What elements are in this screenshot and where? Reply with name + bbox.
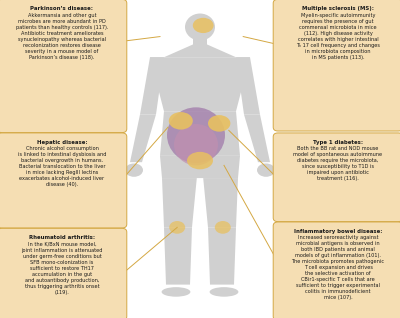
Text: Myelin-specific autoimmunity
requires the presence of gut
commensal microbiota i: Myelin-specific autoimmunity requires th… [296,13,380,60]
Text: Inflammatory bowel disease:: Inflammatory bowel disease: [294,229,382,234]
Text: In the K/BxN mouse model,
joint inflammation is attenuated
under germ-free condi: In the K/BxN mouse model, joint inflamma… [21,242,103,295]
Ellipse shape [174,124,218,165]
FancyBboxPatch shape [273,222,400,318]
Ellipse shape [162,287,190,297]
Polygon shape [150,45,250,57]
FancyBboxPatch shape [0,228,127,318]
Polygon shape [160,111,240,156]
Ellipse shape [257,163,275,177]
Polygon shape [236,57,260,114]
Ellipse shape [193,18,214,33]
Text: Rheumatoid arthritis:: Rheumatoid arthritis: [29,235,95,240]
Polygon shape [130,114,156,162]
FancyBboxPatch shape [0,0,127,133]
Circle shape [169,221,185,234]
Polygon shape [162,178,197,227]
Polygon shape [203,178,238,227]
FancyBboxPatch shape [273,0,400,131]
Circle shape [215,221,231,234]
Ellipse shape [210,287,238,297]
Ellipse shape [187,152,213,169]
Text: Increased seroreactivity against
microbial antigens is observed in
both IBD pati: Increased seroreactivity against microbi… [292,235,384,300]
Text: Chronic alcohol consumption
is linked to intestinal dysbiosis and
bacterial over: Chronic alcohol consumption is linked to… [18,146,106,187]
Polygon shape [164,227,192,285]
Text: Both the BB rat and NOD mouse
model of spontaneous autoimmune
diabetes require t: Both the BB rat and NOD mouse model of s… [294,146,382,181]
Polygon shape [140,57,164,114]
Text: Akkermansia and other gut
microbes are more abundant in PD
patients than healthy: Akkermansia and other gut microbes are m… [16,13,108,60]
Text: Hepatic disease:: Hepatic disease: [37,140,87,145]
Polygon shape [160,156,240,178]
FancyBboxPatch shape [273,133,400,222]
Ellipse shape [125,163,143,177]
Ellipse shape [169,112,193,130]
Bar [193,32,207,45]
Text: Type 1 diabetes:: Type 1 diabetes: [313,140,363,145]
FancyBboxPatch shape [0,133,127,228]
Text: Parkinson’s disease:: Parkinson’s disease: [30,6,94,11]
Polygon shape [150,57,250,111]
Ellipse shape [167,107,225,163]
Ellipse shape [185,13,215,40]
Polygon shape [244,114,270,162]
Ellipse shape [208,115,230,132]
Text: Multiple sclerosis (MS):: Multiple sclerosis (MS): [302,6,374,11]
Polygon shape [208,227,236,285]
